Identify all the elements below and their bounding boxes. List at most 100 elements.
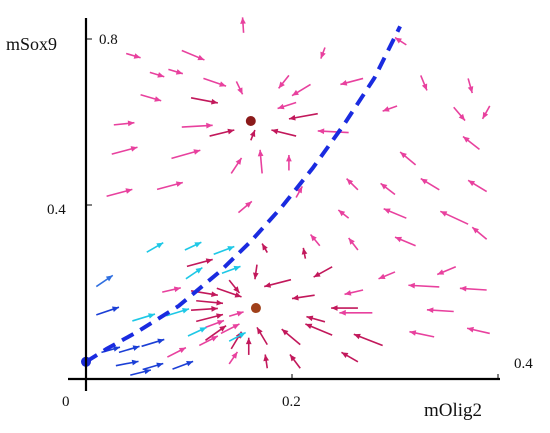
vector-arrow	[257, 149, 264, 174]
vector-arrow	[399, 151, 417, 166]
vector-arrow	[181, 49, 205, 61]
vector-arrow	[220, 323, 240, 335]
vector-arrow	[261, 243, 268, 253]
ticks-layer: 0.2 0.4 0.4 0.8	[47, 32, 533, 410]
vector-arrow	[481, 105, 491, 120]
vector-arrow	[95, 274, 114, 288]
vector-arrow	[166, 308, 190, 317]
vector-arrow	[378, 271, 396, 280]
arrows-layer	[95, 17, 491, 376]
vector-arrow	[439, 210, 469, 225]
vector-arrow	[383, 207, 407, 219]
vector-arrow	[209, 128, 235, 137]
vector-arrow	[196, 313, 224, 323]
vector-arrow	[216, 287, 242, 298]
vector-arrow	[125, 52, 141, 59]
x-tick-label: 0.2	[282, 394, 301, 410]
vector-arrow	[353, 333, 383, 347]
fixed-point	[245, 116, 256, 126]
vector-arrow	[187, 326, 207, 337]
vector-arrow	[106, 188, 133, 198]
vector-arrow	[167, 346, 187, 358]
vector-arrow	[453, 106, 466, 122]
vector-arrow	[196, 299, 224, 306]
vector-arrow	[142, 362, 164, 371]
vector-arrow	[130, 368, 152, 376]
vector-arrow	[382, 105, 398, 112]
vector-arrow	[228, 279, 241, 294]
vector-arrow	[394, 236, 416, 247]
vector-arrow	[467, 78, 474, 94]
vector-arrow	[113, 120, 135, 127]
vector-arrow	[184, 241, 202, 251]
vector-arrow	[339, 309, 373, 316]
vector-arrow	[228, 351, 239, 365]
vector-arrow	[291, 83, 311, 97]
vector-arrow	[190, 96, 218, 105]
vector-arrow	[191, 306, 218, 312]
vector-arrow	[213, 245, 235, 256]
vector-arrow	[462, 135, 480, 151]
vector-arrow	[249, 129, 256, 141]
vector-arrow	[228, 311, 244, 317]
vector-arrow	[301, 247, 308, 259]
vector-arrow	[172, 360, 194, 370]
vector-arrow	[409, 330, 435, 338]
vector-arrow	[203, 77, 227, 87]
vector-arrow	[317, 128, 349, 135]
y-tick-label: 0.4	[47, 202, 66, 218]
vector-arrow	[181, 122, 213, 129]
y-tick-label: 0.8	[99, 32, 118, 48]
vector-arrow	[340, 77, 364, 86]
vector-arrow	[346, 178, 359, 191]
vector-arrow	[118, 345, 140, 354]
vector-arrow	[256, 326, 268, 346]
vector-arrow	[115, 359, 139, 367]
vector-arrow	[426, 307, 454, 314]
vector-arrow	[263, 278, 292, 288]
vector-arrow	[252, 264, 259, 280]
vector-arrow	[171, 149, 201, 160]
vector-arrow	[394, 36, 407, 46]
vector-arrow	[168, 68, 184, 75]
vector-arrow	[263, 354, 269, 369]
vector-arrow	[185, 266, 203, 280]
vector-arrow	[408, 282, 440, 289]
vector-arrow	[277, 74, 290, 89]
x-tick-label: 0.4	[514, 356, 533, 372]
vector-arrow	[240, 17, 246, 33]
vector-arrow	[286, 154, 292, 171]
vector-arrow	[221, 265, 241, 274]
vector-arrow	[337, 209, 350, 219]
vector-arrow	[281, 328, 301, 346]
vector-arrow	[271, 128, 297, 137]
vector-arrow	[277, 101, 297, 110]
vector-arrow	[467, 179, 488, 193]
vector-arrow	[149, 71, 165, 78]
x-axis-label: mOlig2	[424, 400, 482, 421]
vector-arrow	[162, 286, 181, 293]
vector-arrow	[205, 319, 225, 329]
vector-arrow	[96, 306, 120, 316]
vector-arrow	[459, 285, 487, 292]
vector-arrow	[289, 354, 301, 369]
vector-arrow	[237, 200, 253, 214]
origin-label: 0	[62, 394, 70, 410]
vector-arrow	[198, 335, 219, 347]
vector-arrow	[420, 75, 428, 91]
vector-arrow	[228, 331, 247, 342]
vector-arrow	[320, 47, 326, 59]
vector-arrow	[186, 258, 213, 268]
vector-arrow	[141, 338, 165, 348]
fixed-points-layer	[81, 116, 261, 367]
fixed-point	[250, 303, 261, 314]
vector-arrow	[132, 313, 156, 322]
vector-arrow	[146, 241, 164, 253]
vector-arrow	[245, 337, 252, 355]
vector-arrow	[140, 94, 162, 102]
vector-arrow	[331, 305, 358, 311]
vector-arrow	[230, 157, 243, 174]
vector-arrow	[471, 226, 488, 240]
vector-arrow	[156, 181, 184, 191]
